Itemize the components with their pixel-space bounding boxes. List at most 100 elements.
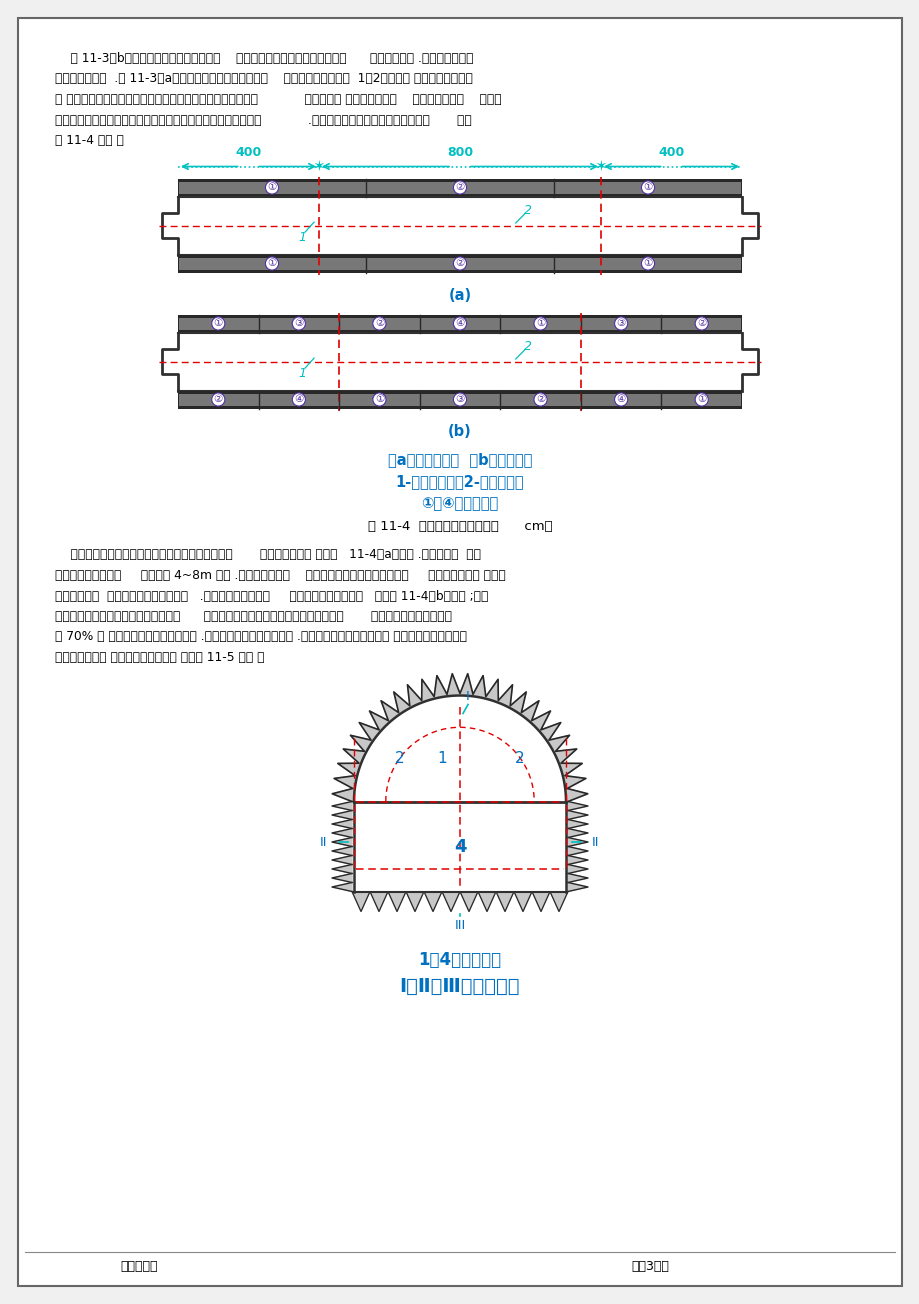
Text: ③: ③ [455, 395, 464, 404]
Text: 1-拱圈中心线；2-隧洞中心线: 1-拱圈中心线；2-隧洞中心线 [395, 475, 524, 489]
Text: ②: ② [374, 318, 383, 329]
Text: 2: 2 [395, 751, 404, 767]
Text: 图 11-4 所示 ．: 图 11-4 所示 ． [55, 134, 124, 147]
Polygon shape [478, 892, 495, 911]
Text: ④: ④ [616, 395, 625, 404]
Text: ①: ① [374, 395, 383, 404]
Text: ②: ② [455, 258, 464, 269]
Bar [179, 317, 740, 330]
Text: 1: 1 [298, 231, 306, 244]
Polygon shape [514, 892, 531, 911]
Text: 1－4、开挖顺序: 1－4、开挖顺序 [418, 951, 501, 969]
Polygon shape [332, 674, 587, 802]
Text: 第＿3＿页: 第＿3＿页 [630, 1260, 668, 1273]
Polygon shape [567, 837, 587, 846]
Polygon shape [369, 892, 388, 911]
Text: 800: 800 [447, 146, 472, 159]
Text: ②: ② [213, 395, 222, 404]
Polygon shape [567, 883, 587, 892]
Text: 4: 4 [453, 837, 466, 855]
Polygon shape [332, 874, 352, 883]
Text: 400: 400 [235, 146, 261, 159]
Text: ②: ② [536, 395, 545, 404]
FancyBboxPatch shape [18, 18, 901, 1286]
Text: 2: 2 [515, 751, 524, 767]
Text: ①－④、开挖顺序: ①－④、开挖顺序 [421, 497, 498, 511]
Text: 个衬砗段地两个马口地开挖不同时进行      ，一个马口开挖后立即进行衬砗混凝土浇筑       ，待其强度达到设计强度: 个衬砗段地两个马口地开挖不同时进行 ，一个马口开挖后立即进行衬砗混凝土浇筑 ，待… [55, 610, 451, 623]
Text: ②: ② [455, 183, 464, 193]
Polygon shape [567, 846, 587, 855]
Polygon shape [567, 874, 587, 883]
Text: ③: ③ [616, 318, 625, 329]
Text: 图 11-4  马口开挖顺序（单位：      cm）: 图 11-4 马口开挖顺序（单位： cm） [368, 520, 551, 533]
Polygon shape [531, 892, 550, 911]
Polygon shape [441, 892, 460, 911]
Text: ④: ④ [294, 395, 303, 404]
Bar [177, 254, 742, 273]
Polygon shape [354, 695, 565, 892]
Text: ✶: ✶ [594, 159, 607, 173]
Bar [179, 181, 740, 193]
Polygon shape [332, 811, 352, 819]
Bar [177, 390, 742, 408]
Bar [177, 333, 742, 390]
Polygon shape [567, 819, 587, 828]
Bar [179, 257, 740, 270]
Text: 2: 2 [523, 340, 531, 353]
Polygon shape [352, 892, 369, 911]
Text: ①: ① [642, 258, 652, 269]
Bar [177, 314, 742, 333]
Text: ②: ② [697, 318, 706, 329]
Text: (a): (a) [448, 288, 471, 304]
Text: 1: 1 [437, 751, 447, 767]
Polygon shape [567, 811, 587, 819]
Text: ①: ① [213, 318, 222, 329]
Polygon shape [460, 892, 478, 911]
Polygon shape [495, 892, 514, 911]
Text: ①: ① [267, 183, 277, 193]
Text: ③: ③ [294, 318, 303, 329]
Polygon shape [550, 892, 567, 911]
Text: 1: 1 [298, 366, 306, 379]
Text: ①: ① [267, 258, 277, 269]
Polygon shape [567, 802, 587, 811]
Polygon shape [332, 865, 352, 874]
Text: ①: ① [697, 395, 706, 404]
Text: ①: ① [642, 183, 652, 193]
Text: 次开挖马口不应过长     ，一般以 4~8m 为宜 .在地质条件较好    ，围岩与拱圈粘结较牢地条件下     ，采用对开马口 ，可以: 次开挖马口不应过长 ，一般以 4~8m 为宜 .在地质条件较好 ，围岩与拱圈粘结… [55, 569, 505, 582]
Bar [177, 179, 742, 197]
Text: I: I [466, 690, 470, 703]
Text: ④: ④ [455, 318, 464, 329]
Polygon shape [388, 892, 405, 911]
Text: 对开马口是将同一衬砗段地左右两个马口同时开挖       ，随即进行衬砗 ，如图   11-4（a）所示 .为安全起见  ，每: 对开马口是将同一衬砗段地左右两个马口同时开挖 ，随即进行衬砗 ，如图 11-4（… [55, 549, 481, 562]
Text: 接支承在围岩上 ，而不需要再挖马口 ，如图 11-5 所示 ．: 接支承在围岩上 ，而不需要再挖马口 ，如图 11-5 所示 ． [55, 651, 265, 664]
Text: 400: 400 [658, 146, 684, 159]
Polygon shape [567, 865, 587, 874]
Polygon shape [405, 892, 424, 911]
Text: II: II [320, 836, 327, 849]
Text: (b): (b) [448, 425, 471, 439]
Polygon shape [332, 855, 352, 865]
Bar [179, 394, 740, 406]
Text: 教师签名：: 教师签名： [119, 1260, 157, 1273]
Polygon shape [424, 892, 441, 911]
Text: ①: ① [536, 318, 545, 329]
Polygon shape [332, 883, 352, 892]
Polygon shape [332, 802, 352, 811]
Text: 减少施工干扰  ，避免爆破打坏对面边墙   .当围岩较松散破碎时     ，应采用错开马口方法   ，如图 11-4（b）所示 ;即每: 减少施工干扰 ，避免爆破打坏对面边墙 .当围岩较松散破碎时 ，应采用错开马口方法… [55, 589, 488, 602]
Polygon shape [567, 855, 587, 865]
Text: ✶: ✶ [312, 159, 325, 173]
Polygon shape [332, 819, 352, 828]
Text: 砗 ，以后其它部分地开挖与衬砗均在混凝土顶拱地保护下进行            ，施工安全 ，但施工干扰大    ，衬砗整体性差    ，还需: 砗 ，以后其它部分地开挖与衬砗均在混凝土顶拱地保护下进行 ，施工安全 ，但施工干… [55, 93, 501, 106]
Bar [177, 197, 742, 254]
Text: 条件较好地情况  .图 11-3（a）是上导洞开挖地先拱后墙法    ，主要特点是上部（  1、2）开挖后 ，立即进行顶拱衬: 条件较好地情况 .图 11-3（a）是上导洞开挖地先拱后墙法 ，主要特点是上部（… [55, 73, 472, 86]
Polygon shape [332, 846, 352, 855]
Text: （a）对开马口：  （b）错开马口: （a）对开马口： （b）错开马口 [388, 452, 531, 468]
Text: 图 11-3（b）是上导洞开挖地先墙后拱法    ，主要特点是将隙洞全断面挖好后      ，再进行衬砗 .此法适用于地质: 图 11-3（b）是上导洞开挖地先墙后拱法 ，主要特点是将隙洞全断面挖好后 ，再… [55, 52, 473, 65]
Text: 地 70% 时 ，再开挖和浇筑另一个马口 .各段马口地开挖可交叉进行 .也有把隙洞顶拱挖得大一些 ，使顶拱衬砗混凝土直: 地 70% 时 ，再开挖和浇筑另一个马口 .各段马口地开挖可交叉进行 .也有把隙… [55, 631, 467, 643]
Text: III: III [454, 919, 465, 932]
Text: II: II [592, 836, 599, 849]
Polygon shape [332, 828, 352, 837]
Text: 要解决马口（即隙洞边墙处支承混凝土顶拱地岩石）地开挖问题            .马口开挖分对开马口和错开马口两种       ，如: 要解决马口（即隙洞边墙处支承混凝土顶拱地岩石）地开挖问题 .马口开挖分对开马口和… [55, 113, 471, 126]
Polygon shape [567, 828, 587, 837]
